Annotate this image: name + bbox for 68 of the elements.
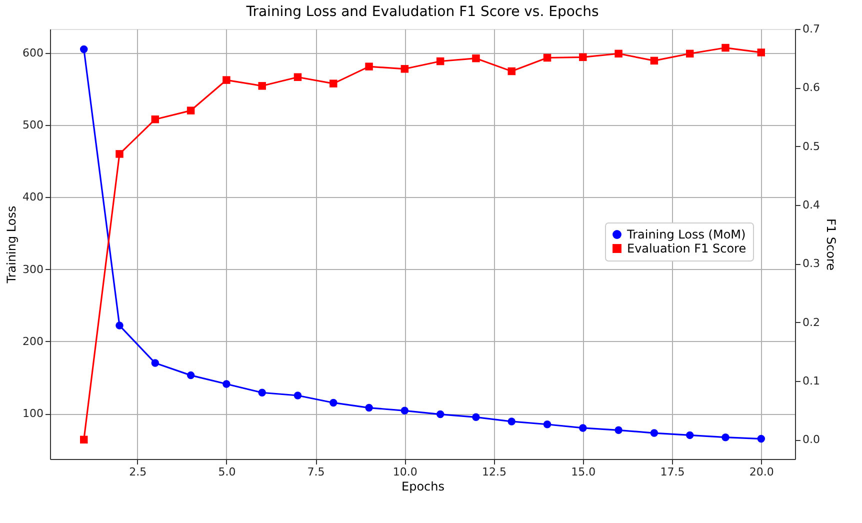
x-axis-title: Epochs bbox=[402, 480, 444, 494]
point bbox=[472, 413, 480, 422]
y2-tick-label: 0.0 bbox=[802, 433, 820, 446]
y2-tick-label: 0.3 bbox=[802, 257, 820, 270]
point bbox=[686, 431, 694, 440]
point bbox=[222, 76, 230, 84]
y-tick-label: 300 bbox=[22, 262, 44, 276]
point bbox=[400, 406, 409, 415]
point bbox=[614, 50, 622, 58]
point bbox=[151, 359, 160, 367]
y2-tick-label: 0.5 bbox=[802, 140, 820, 153]
point bbox=[258, 388, 266, 396]
x-tick-label: 2.5 bbox=[129, 466, 147, 478]
legend-label: Training Loss (MoM) bbox=[626, 228, 746, 242]
point bbox=[294, 73, 302, 81]
y2-tick-label: 0.1 bbox=[802, 374, 820, 388]
point bbox=[400, 65, 409, 73]
point bbox=[579, 424, 587, 432]
point bbox=[543, 54, 552, 62]
y2-tick-label: 0.6 bbox=[802, 81, 820, 94]
point bbox=[508, 67, 516, 76]
point bbox=[722, 433, 730, 442]
y-tick-label: 100 bbox=[22, 407, 44, 420]
point bbox=[116, 322, 124, 330]
point bbox=[80, 436, 88, 444]
point bbox=[614, 426, 622, 434]
legend-label: Evaluation F1 Score bbox=[627, 242, 746, 256]
y-tick-label: 600 bbox=[22, 46, 44, 60]
y2-tick-label: 0.2 bbox=[802, 316, 820, 329]
point bbox=[757, 48, 766, 56]
y-axis-title: Training Loss bbox=[4, 206, 19, 284]
point bbox=[543, 420, 552, 428]
point bbox=[579, 53, 587, 62]
point bbox=[650, 56, 658, 65]
point bbox=[365, 62, 373, 70]
y-tick-label: 200 bbox=[22, 334, 44, 348]
point bbox=[508, 418, 516, 426]
point bbox=[436, 57, 444, 66]
point bbox=[472, 54, 480, 62]
x-tick-label: 15.0 bbox=[571, 466, 596, 478]
point bbox=[294, 392, 302, 400]
point bbox=[258, 82, 266, 90]
point bbox=[650, 429, 658, 437]
y2-tick-label: 0.7 bbox=[802, 22, 820, 36]
x-tick-label: 12.5 bbox=[482, 466, 507, 478]
point bbox=[151, 115, 160, 124]
point bbox=[186, 106, 195, 114]
point bbox=[436, 410, 444, 418]
point bbox=[722, 44, 730, 52]
point bbox=[330, 80, 338, 88]
x-tick-label: 5.0 bbox=[218, 466, 236, 478]
x-tick-label: 10.0 bbox=[392, 466, 418, 478]
point bbox=[686, 50, 694, 58]
point bbox=[365, 404, 373, 412]
point bbox=[222, 380, 230, 388]
y2-tick-label: 0.4 bbox=[802, 198, 820, 212]
x-tick-label: 17.5 bbox=[660, 466, 685, 478]
point bbox=[757, 434, 766, 443]
point bbox=[186, 371, 195, 380]
point bbox=[330, 398, 338, 407]
x-tick-label: 20.0 bbox=[749, 466, 774, 478]
y-tick-label: 500 bbox=[22, 118, 44, 132]
y-tick-label: 400 bbox=[22, 190, 44, 204]
chart-title: Training Loss and Evaludation F1 Score vs. Epochs bbox=[245, 4, 599, 20]
y2-axis-title: F1 Score bbox=[824, 218, 838, 270]
point bbox=[116, 150, 124, 158]
x-tick-label: 7.5 bbox=[307, 466, 325, 478]
point bbox=[80, 45, 88, 54]
